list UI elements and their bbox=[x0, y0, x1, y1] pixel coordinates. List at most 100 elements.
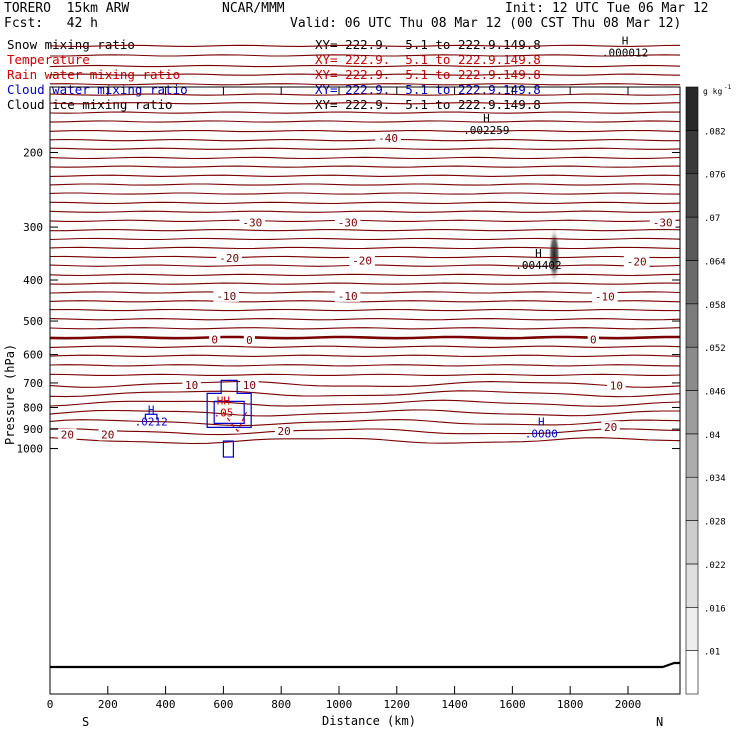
colorbar-cell bbox=[685, 216, 699, 261]
colorbar-cell bbox=[685, 346, 699, 391]
cloud-water-contour-line bbox=[222, 440, 234, 458]
contour-label-bg bbox=[240, 378, 259, 391]
colorbar-tick-label: .064 bbox=[704, 257, 726, 267]
colorbar-cell bbox=[685, 433, 699, 478]
contour-label: -30 bbox=[653, 217, 673, 230]
legend-name: Cloud ice mixing ratio bbox=[7, 97, 173, 112]
maximum-value: .004402 bbox=[515, 259, 561, 272]
contour-label: 0 bbox=[246, 334, 253, 347]
contour-label-bg bbox=[623, 255, 650, 268]
colorbar-tick-label: .052 bbox=[704, 344, 726, 354]
contour-label: -20 bbox=[627, 256, 647, 269]
x-tick-label: 800 bbox=[271, 698, 291, 711]
colorbar-cell bbox=[685, 86, 699, 131]
contour-label: 20 bbox=[604, 421, 617, 434]
forecast-hour: Fcst: 42 h bbox=[4, 16, 98, 31]
x-tick-label: 1000 bbox=[326, 698, 353, 711]
contour-label: -40 bbox=[378, 132, 398, 145]
contour-label: 20 bbox=[61, 428, 74, 441]
contour-label: 20 bbox=[277, 425, 290, 438]
maximum-value: .002259 bbox=[463, 124, 509, 137]
legend-xy: XY= 222.9. 5.1 to 222.9.149.8 bbox=[315, 97, 541, 112]
snow-shading-layer bbox=[548, 227, 561, 284]
temperature-contour-line bbox=[49, 64, 681, 68]
x-tick-label: 0 bbox=[47, 698, 54, 711]
colorbar-tick-label: .046 bbox=[704, 388, 726, 398]
x-axis-label: Distance (km) bbox=[322, 714, 416, 728]
temperature-contour-line bbox=[49, 335, 680, 340]
colorbar-cell bbox=[685, 563, 699, 608]
temperature-contour-line bbox=[49, 390, 681, 398]
ground-surface-line bbox=[50, 661, 680, 669]
colorbar-cell bbox=[685, 260, 699, 305]
y-tick-label: 800 bbox=[23, 402, 43, 415]
temperature-contour-line bbox=[49, 327, 681, 330]
colorbar-tick-label: .022 bbox=[704, 561, 726, 571]
south-label: S bbox=[82, 715, 89, 729]
temperature-contour-line bbox=[49, 111, 681, 114]
colorbar-cell bbox=[685, 476, 699, 521]
model-name: TORERO 15km ARW bbox=[4, 1, 130, 16]
colorbar-tick-label: .076 bbox=[704, 171, 726, 181]
cloud-water-contour-line bbox=[144, 413, 158, 420]
colorbar-unit-exponent: -1 bbox=[724, 84, 732, 91]
temperature-contour-line bbox=[49, 93, 681, 96]
rain-contours bbox=[222, 411, 248, 433]
temperature-contour-line bbox=[49, 437, 681, 445]
y-tick-label: 300 bbox=[23, 221, 43, 234]
x-tick-label: 600 bbox=[213, 698, 233, 711]
temperature-contour-line bbox=[49, 291, 681, 294]
temperature-contour-line bbox=[50, 54, 681, 57]
colorbar-cell bbox=[685, 390, 699, 435]
ground-line bbox=[50, 661, 680, 669]
temperature-contour-line bbox=[49, 120, 681, 123]
colorbar-tick-label: .07 bbox=[704, 214, 720, 224]
colorbar-cell bbox=[685, 520, 699, 565]
maximum-marker: H bbox=[148, 404, 155, 417]
contour-label-bg bbox=[216, 252, 242, 265]
temperature-contour-line bbox=[49, 380, 681, 388]
temperature-contour-line bbox=[49, 174, 681, 177]
temperature-contour-line bbox=[49, 318, 681, 321]
temperature-contours bbox=[49, 44, 681, 445]
temperature-contour-line bbox=[49, 147, 681, 150]
contour-label-bg bbox=[58, 428, 77, 441]
contour-label: -30 bbox=[338, 217, 358, 230]
legend-name: Snow mixing ratio bbox=[7, 37, 135, 52]
temperature-contour-line bbox=[49, 210, 681, 213]
colorbar: .01 .016 .022 .028 .034 .04 .046 .052 .058 .064 .0… bbox=[685, 86, 726, 695]
legend-name: Cloud water mixing ratio bbox=[7, 82, 188, 97]
temperature-contour-line bbox=[49, 129, 681, 133]
temperature-contour-line bbox=[49, 83, 681, 86]
temperature-contour-line bbox=[49, 73, 681, 76]
x-tick-label: 1200 bbox=[384, 698, 411, 711]
contour-label-bg bbox=[274, 425, 294, 438]
y-tick-label: 900 bbox=[23, 423, 43, 436]
temperature-contour-line bbox=[49, 273, 681, 277]
plot-frame bbox=[49, 86, 681, 695]
y-tick-label: 700 bbox=[23, 377, 43, 390]
y-tick-label: 600 bbox=[23, 349, 43, 362]
temperature-contour-line bbox=[49, 183, 681, 186]
contour-label: -30 bbox=[242, 217, 262, 230]
contour-label-bg bbox=[213, 289, 240, 302]
colorbar-tick-label: .082 bbox=[704, 127, 726, 137]
colorbar-tick-label: .028 bbox=[704, 518, 726, 528]
contour-label: 0 bbox=[590, 334, 597, 347]
contour-label: 10 bbox=[185, 379, 198, 392]
x-tick-label: 1600 bbox=[499, 698, 526, 711]
x-tick-label: 200 bbox=[98, 698, 118, 711]
temperature-contour-line bbox=[49, 354, 681, 357]
contour-label-bg bbox=[243, 334, 256, 347]
x-tick-label: 1800 bbox=[557, 698, 584, 711]
temperature-contour-line bbox=[49, 156, 681, 160]
contour-label: 0 bbox=[211, 334, 218, 347]
cloud-water-contour-line bbox=[213, 400, 245, 424]
temperature-contour-line bbox=[49, 237, 681, 241]
cloud-water-contour-line bbox=[206, 379, 252, 428]
maximum-marker: H bbox=[483, 112, 490, 125]
axes: 0 200 400 600 800 1000 1200 1400 1600 1800 2000200… bbox=[17, 86, 681, 711]
temperature-contour-line bbox=[49, 201, 681, 205]
contour-label-bg bbox=[239, 216, 266, 229]
snow-maximum-shading bbox=[548, 227, 561, 284]
